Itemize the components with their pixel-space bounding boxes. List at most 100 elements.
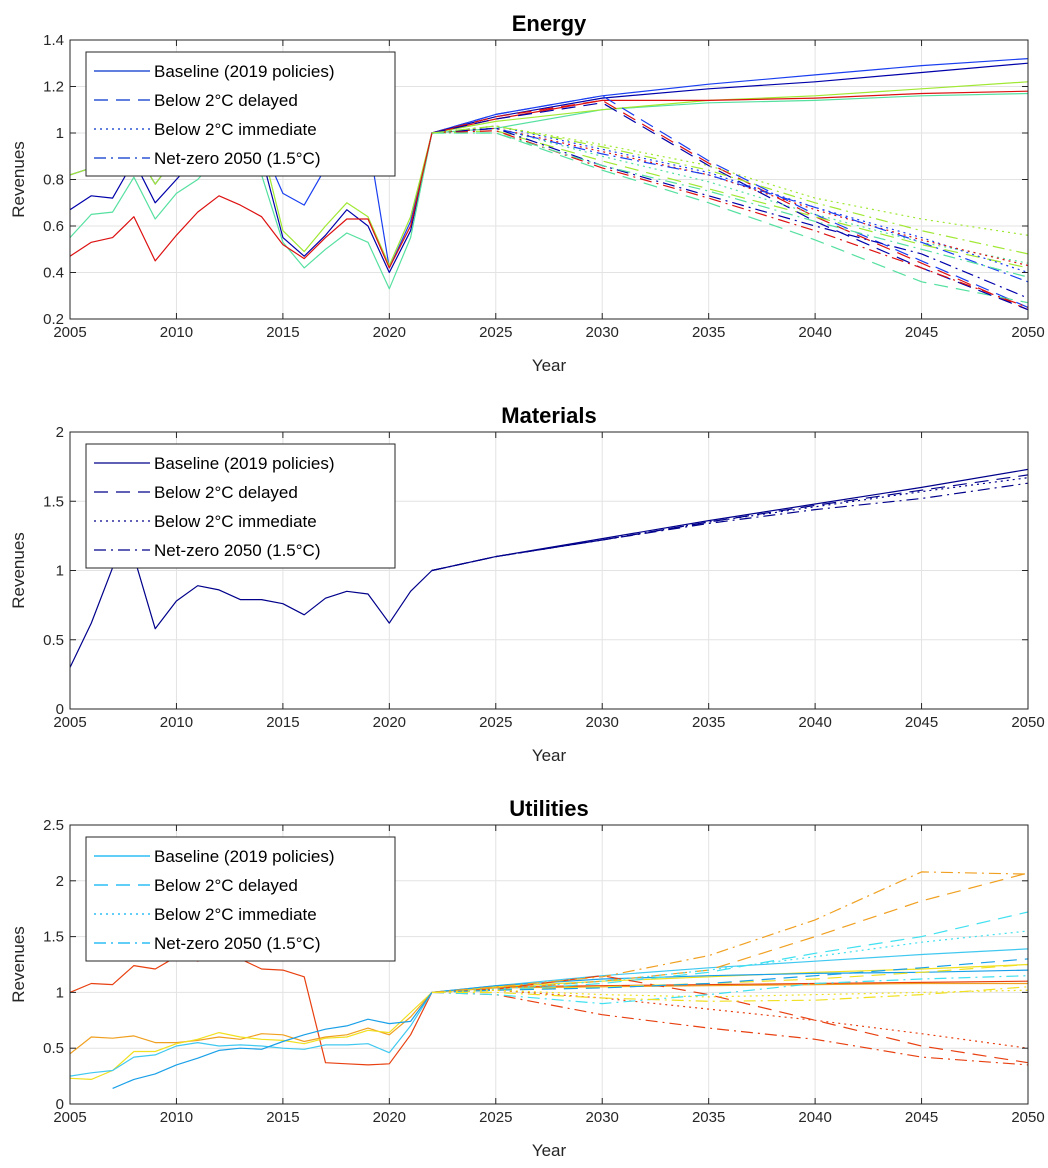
axes-box [69, 824, 1029, 1105]
legend-label: Below 2°C delayed [154, 876, 298, 895]
series-group [70, 58, 1028, 311]
series-group [70, 468, 1028, 668]
y-tick-label: 1 [56, 563, 64, 580]
x-tick-label: 2050 [1011, 714, 1044, 731]
y-axis-label: Revenues [9, 141, 28, 218]
x-tick-label: 2010 [160, 324, 193, 341]
x-tick-label: 2040 [798, 1109, 831, 1126]
series-line-solid [70, 90, 1028, 269]
legend-box [85, 51, 396, 177]
legend-label: Baseline (2019 policies) [154, 454, 335, 473]
series-line-dotted [431, 125, 1028, 274]
series-line-dotted [431, 989, 1028, 1049]
legend-label: Baseline (2019 policies) [154, 62, 335, 81]
legend-label: Below 2°C immediate [154, 120, 317, 139]
legend-label: Baseline (2019 policies) [154, 847, 335, 866]
series-line-dashed [431, 474, 1028, 572]
y-tick-label: 1 [56, 125, 64, 142]
y-tick-label: 0.6 [43, 218, 64, 235]
series-line-dotted [431, 930, 1028, 993]
x-tick-label: 2030 [586, 714, 619, 731]
x-tick-label: 2030 [586, 324, 619, 341]
x-axis-label: Year [532, 356, 567, 375]
y-axis-label: Revenues [9, 532, 28, 609]
series-line-solid [70, 81, 1028, 267]
x-tick-label: 2010 [160, 1109, 193, 1126]
series-line-solid [70, 62, 1028, 274]
legend-label: Net-zero 2050 (1.5°C) [154, 541, 320, 560]
y-tick-label: 0.8 [43, 172, 64, 189]
x-tick-label: 2015 [266, 714, 299, 731]
x-tick-label: 2005 [53, 324, 86, 341]
legend-label: Below 2°C delayed [154, 91, 298, 110]
y-tick-label: 1.4 [43, 32, 64, 49]
series-line-dashed [431, 95, 1028, 308]
series-line-solid [70, 963, 1028, 1081]
series-line-dashed [431, 911, 1028, 993]
chart-title: Utilities [509, 796, 588, 821]
series-line-solid [70, 956, 1028, 1066]
y-tick-label: 2 [56, 873, 64, 890]
legend: Baseline (2019 policies) Below 2°C delaye… [85, 443, 396, 569]
y-tick-label: 0 [56, 1096, 64, 1113]
y-tick-label: 2 [56, 424, 64, 441]
legend-label: Below 2°C delayed [154, 483, 298, 502]
legend: Baseline (2019 policies) Below 2°C delaye… [85, 51, 396, 177]
series-line-dashdot [431, 482, 1028, 572]
series-line-dashdot [431, 130, 1028, 308]
legend-label: Below 2°C immediate [154, 512, 317, 531]
series-line-dashdot [431, 975, 1028, 1005]
series-line-solid [70, 468, 1028, 668]
chart-panel-materials: 2005 2010 2015 2020 2025 2030 2035 2040 2045 2050… [9, 403, 1045, 765]
x-tick-label: 2020 [373, 714, 406, 731]
series-line-dotted [431, 989, 1028, 998]
x-tick-label: 2005 [53, 1109, 86, 1126]
x-axis-label: Year [532, 746, 567, 765]
x-tick-label: 2045 [905, 324, 938, 341]
x-tick-label: 2025 [479, 714, 512, 731]
x-tick-label: 2005 [53, 714, 86, 731]
x-tick-label: 2015 [266, 1109, 299, 1126]
x-axis-label: Year [532, 1141, 567, 1160]
y-axis-label: Revenues [9, 926, 28, 1003]
series-line-solid [70, 948, 1028, 1077]
x-tick-label: 2040 [798, 324, 831, 341]
y-tick-label: 1.5 [43, 929, 64, 946]
y-tick-label: 0 [56, 701, 64, 718]
series-group [70, 871, 1028, 1089]
series-line-dashed [431, 958, 1028, 993]
series-line-dashdot [431, 127, 1028, 299]
legend-label: Net-zero 2050 (1.5°C) [154, 149, 320, 168]
series-line-dashed [431, 99, 1028, 311]
series-line-dashdot [431, 125, 1028, 255]
y-tick-label: 1 [56, 984, 64, 1001]
y-tick-label: 2.5 [43, 817, 64, 834]
y-tick-label: 0.5 [43, 632, 64, 649]
chart-panel-utilities: 2005 2010 2015 2020 2025 2030 2035 2040 2045 2050… [9, 796, 1045, 1160]
x-tick-label: 2045 [905, 714, 938, 731]
y-tick-label: 0.4 [43, 265, 64, 282]
legend: Baseline (2019 policies) Below 2°C delaye… [85, 836, 396, 962]
legend-box [85, 443, 396, 569]
x-tick-label: 2025 [479, 324, 512, 341]
x-tick-label: 2050 [1011, 1109, 1044, 1126]
series-line-dashdot [431, 127, 1028, 283]
series-line-dashdot [431, 986, 1028, 1002]
legend-label: Below 2°C immediate [154, 905, 317, 924]
legend-label: Net-zero 2050 (1.5°C) [154, 934, 320, 953]
y-tick-label: 0.5 [43, 1040, 64, 1057]
series-line-dashdot [431, 871, 1028, 993]
series-line-dashed [431, 132, 1028, 304]
chart-panel-energy: 2005 2010 2015 2020 2025 2030 2035 2040 2045 2050… [9, 11, 1045, 375]
x-tick-label: 2040 [798, 714, 831, 731]
x-tick-label: 2025 [479, 1109, 512, 1126]
chart-title: Energy [512, 11, 587, 36]
x-tick-label: 2020 [373, 1109, 406, 1126]
legend-box [85, 836, 396, 962]
x-tick-label: 2035 [692, 324, 725, 341]
x-tick-label: 2010 [160, 714, 193, 731]
x-tick-label: 2035 [692, 1109, 725, 1126]
x-tick-label: 2035 [692, 714, 725, 731]
